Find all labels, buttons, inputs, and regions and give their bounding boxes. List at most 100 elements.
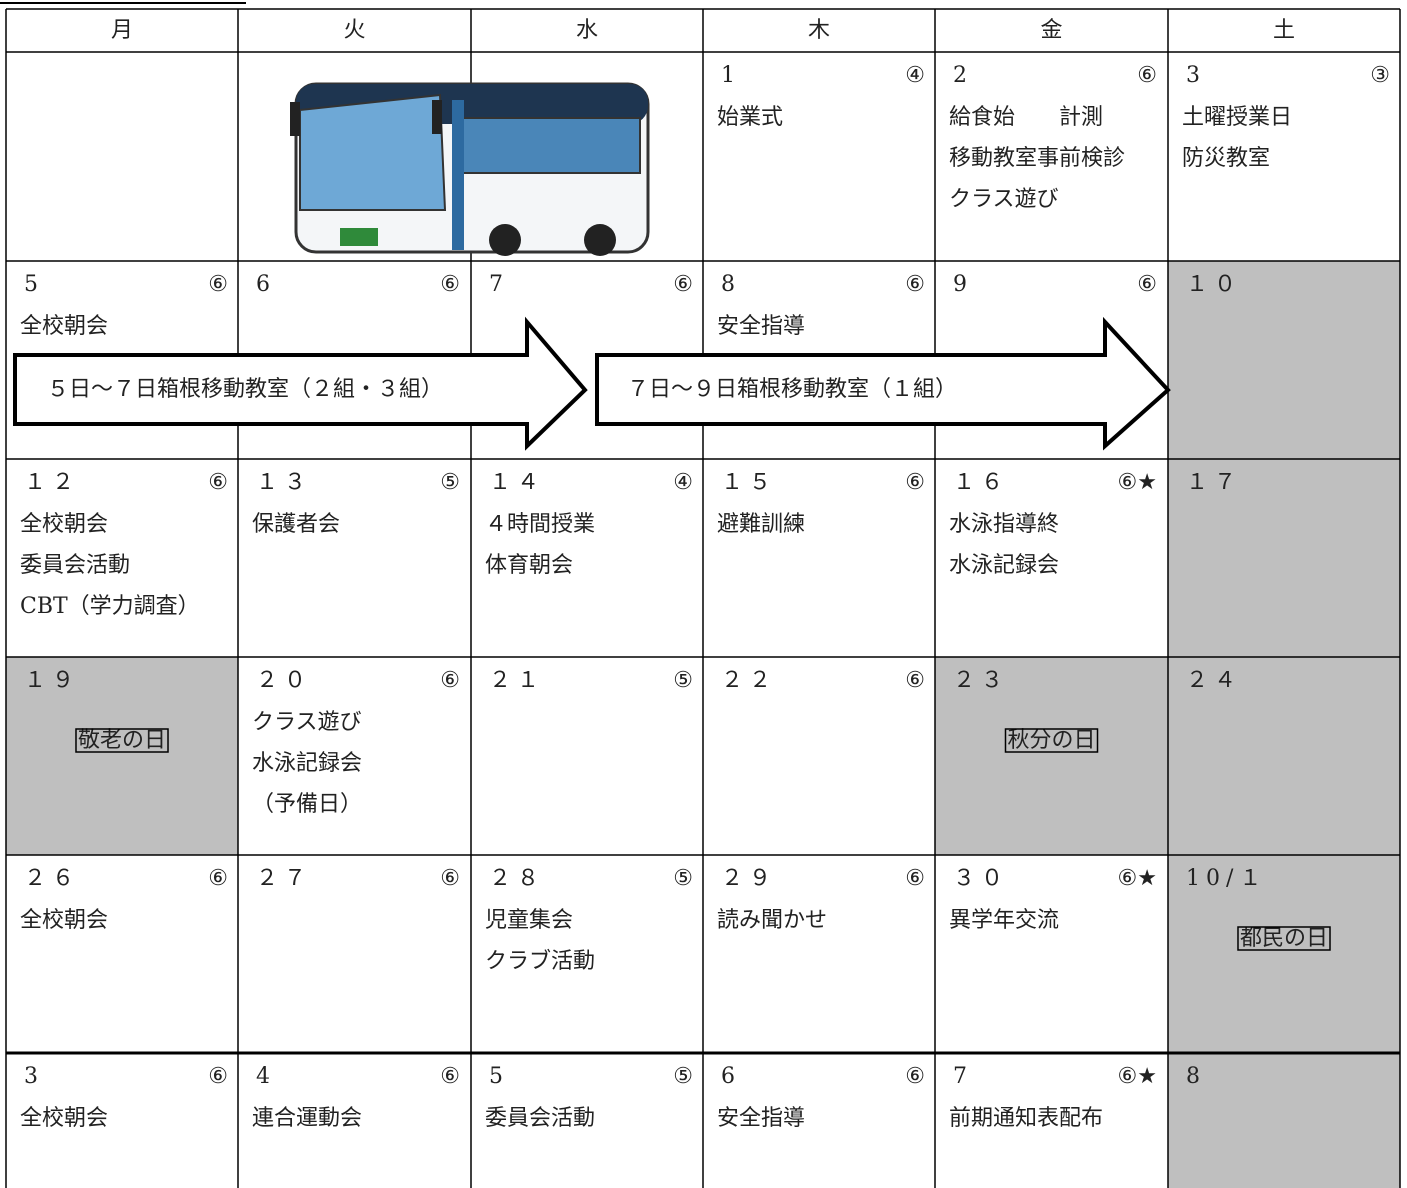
holiday-box — [1004, 728, 1099, 753]
shaded-cell — [1168, 1053, 1400, 1188]
date: 8 — [721, 272, 741, 297]
event: 全校朝会 — [20, 908, 108, 933]
date: 1 — [721, 63, 741, 88]
periods: ⑥ — [208, 866, 228, 891]
date: ２８ — [489, 866, 545, 891]
date: 5 — [24, 272, 44, 297]
periods: ⑥ — [1137, 272, 1157, 297]
periods: ④ — [673, 470, 693, 495]
event: 読み聞かせ — [717, 908, 827, 933]
arrows: ５日～７日箱根移動教室（２組・３組） ７日～９日箱根移動教室（１組） — [13, 316, 1171, 451]
periods: ⑥ — [905, 1064, 925, 1089]
periods: ⑥ — [905, 470, 925, 495]
arrow-label: ５日～７日箱根移動教室（２組・３組） — [47, 377, 443, 402]
date: ２７ — [256, 866, 312, 891]
date: 2 — [953, 63, 973, 88]
periods: ④ — [905, 63, 925, 88]
day-header: 水 — [576, 18, 598, 43]
periods: ⑥ — [905, 668, 925, 693]
date: ２６ — [24, 866, 80, 891]
holiday: 都民の日 — [1240, 926, 1328, 951]
shaded-cell — [1168, 261, 1400, 459]
periods: ⑥ — [905, 866, 925, 891]
event: 移動教室事前検診 — [949, 146, 1125, 171]
grid: 月火水木金土 — [5, 8, 1401, 1188]
periods: ⑥ — [208, 470, 228, 495]
periods: ⑥★ — [1118, 1064, 1157, 1089]
periods: ⑥ — [1137, 63, 1157, 88]
holiday: 敬老の日 — [78, 728, 166, 753]
event: クラス遊び — [252, 710, 362, 735]
event: 始業式 — [717, 105, 783, 130]
date: １７ — [1186, 470, 1242, 495]
periods: ⑥ — [905, 272, 925, 297]
shaded-cell — [1168, 459, 1400, 657]
periods: ⑤ — [440, 470, 460, 495]
bus-illustration — [290, 82, 650, 256]
date: １５ — [721, 470, 777, 495]
date: 10/１ — [1186, 866, 1267, 891]
date: １９ — [24, 668, 80, 693]
shaded-cell — [1168, 657, 1400, 855]
date: 9 — [953, 272, 973, 297]
periods: ⑥★ — [1118, 866, 1157, 891]
event: 委員会活動 — [485, 1106, 595, 1131]
date: １３ — [256, 470, 312, 495]
event: ４時間授業 — [485, 512, 595, 537]
date: 3 — [1186, 63, 1206, 88]
event: 児童集会 — [485, 908, 573, 933]
date: 7 — [489, 272, 509, 297]
date: 6 — [256, 272, 276, 297]
periods: ⑤ — [673, 668, 693, 693]
event: クラブ活動 — [485, 949, 595, 974]
arrow-label: ７日～９日箱根移動教室（１組） — [627, 377, 957, 402]
periods: ⑥ — [440, 1064, 460, 1089]
date: 3 — [24, 1064, 44, 1089]
event: （予備日） — [252, 792, 362, 817]
event: 全校朝会 — [20, 314, 108, 339]
event: 委員会活動 — [20, 553, 130, 578]
arrow — [595, 316, 1171, 451]
periods: ⑤ — [673, 1064, 693, 1089]
periods: ⑥ — [440, 866, 460, 891]
event: 前期通知表配布 — [949, 1106, 1103, 1131]
periods: ⑥ — [208, 272, 228, 297]
date: １２ — [24, 470, 80, 495]
date: ２２ — [721, 668, 777, 693]
periods: ⑤ — [673, 866, 693, 891]
event: 全校朝会 — [20, 1106, 108, 1131]
holiday: 秋分の日 — [1007, 728, 1095, 753]
event: 給食始 計測 — [949, 105, 1103, 130]
arrow — [13, 316, 588, 451]
date: ２３ — [953, 668, 1009, 693]
event: 水泳記録会 — [252, 751, 362, 776]
day-header: 火 — [343, 18, 365, 43]
event: 連合運動会 — [252, 1106, 362, 1131]
date: ２１ — [489, 668, 545, 693]
event: 避難訓練 — [717, 512, 805, 537]
date: ２４ — [1186, 668, 1242, 693]
event: 水泳指導終 — [949, 512, 1059, 537]
event: クラス遊び — [949, 187, 1059, 212]
event: CBT（学力調査） — [20, 594, 200, 619]
shaded-cell — [935, 657, 1168, 855]
event: 水泳記録会 — [949, 553, 1059, 578]
periods: ⑥ — [440, 668, 460, 693]
event: 異学年交流 — [949, 908, 1059, 933]
day-header: 木 — [808, 18, 830, 43]
date: １４ — [489, 470, 545, 495]
periods: ⑥★ — [1118, 470, 1157, 495]
event: 体育朝会 — [485, 553, 573, 578]
event: 安全指導 — [717, 314, 805, 339]
date: 4 — [256, 1064, 276, 1089]
date: １０ — [1186, 272, 1242, 297]
periods: ⑥ — [208, 1064, 228, 1089]
date: ３０ — [953, 866, 1009, 891]
date: ２９ — [721, 866, 777, 891]
holiday-box — [75, 728, 169, 753]
date: 6 — [721, 1064, 741, 1089]
date: 7 — [953, 1064, 973, 1089]
event: 全校朝会 — [20, 512, 108, 537]
date: １６ — [953, 470, 1009, 495]
